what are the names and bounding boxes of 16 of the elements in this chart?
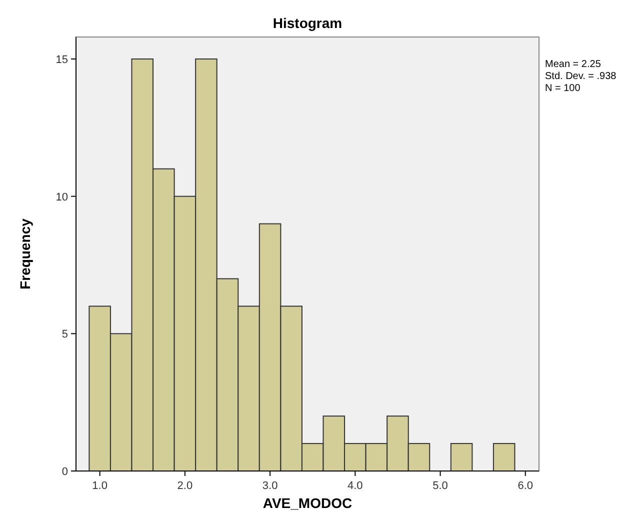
- y-tick-label: 10: [56, 191, 68, 204]
- text: N = 100: [545, 83, 581, 94]
- x-tick-label: 2.0: [177, 480, 193, 492]
- text: Std. Dev. = .938: [545, 71, 617, 82]
- y-axis-title: Frequency: [17, 218, 33, 290]
- x-tick-label: 5.0: [432, 480, 448, 492]
- x-tick-label: 6.0: [518, 480, 534, 492]
- text: Mean = 2.25: [545, 59, 602, 70]
- y-tick-label: 0: [62, 466, 68, 478]
- x-axis-title: AVE_MODOC: [262, 495, 352, 511]
- x-tick-label: 1.0: [92, 480, 108, 492]
- x-tick-label: 3.0: [262, 480, 278, 492]
- y-tick-label: 15: [56, 54, 68, 66]
- chart-title: Histogram: [272, 15, 342, 31]
- x-tick-label: 4.0: [348, 480, 363, 492]
- y-tick-label: 5: [62, 328, 68, 341]
